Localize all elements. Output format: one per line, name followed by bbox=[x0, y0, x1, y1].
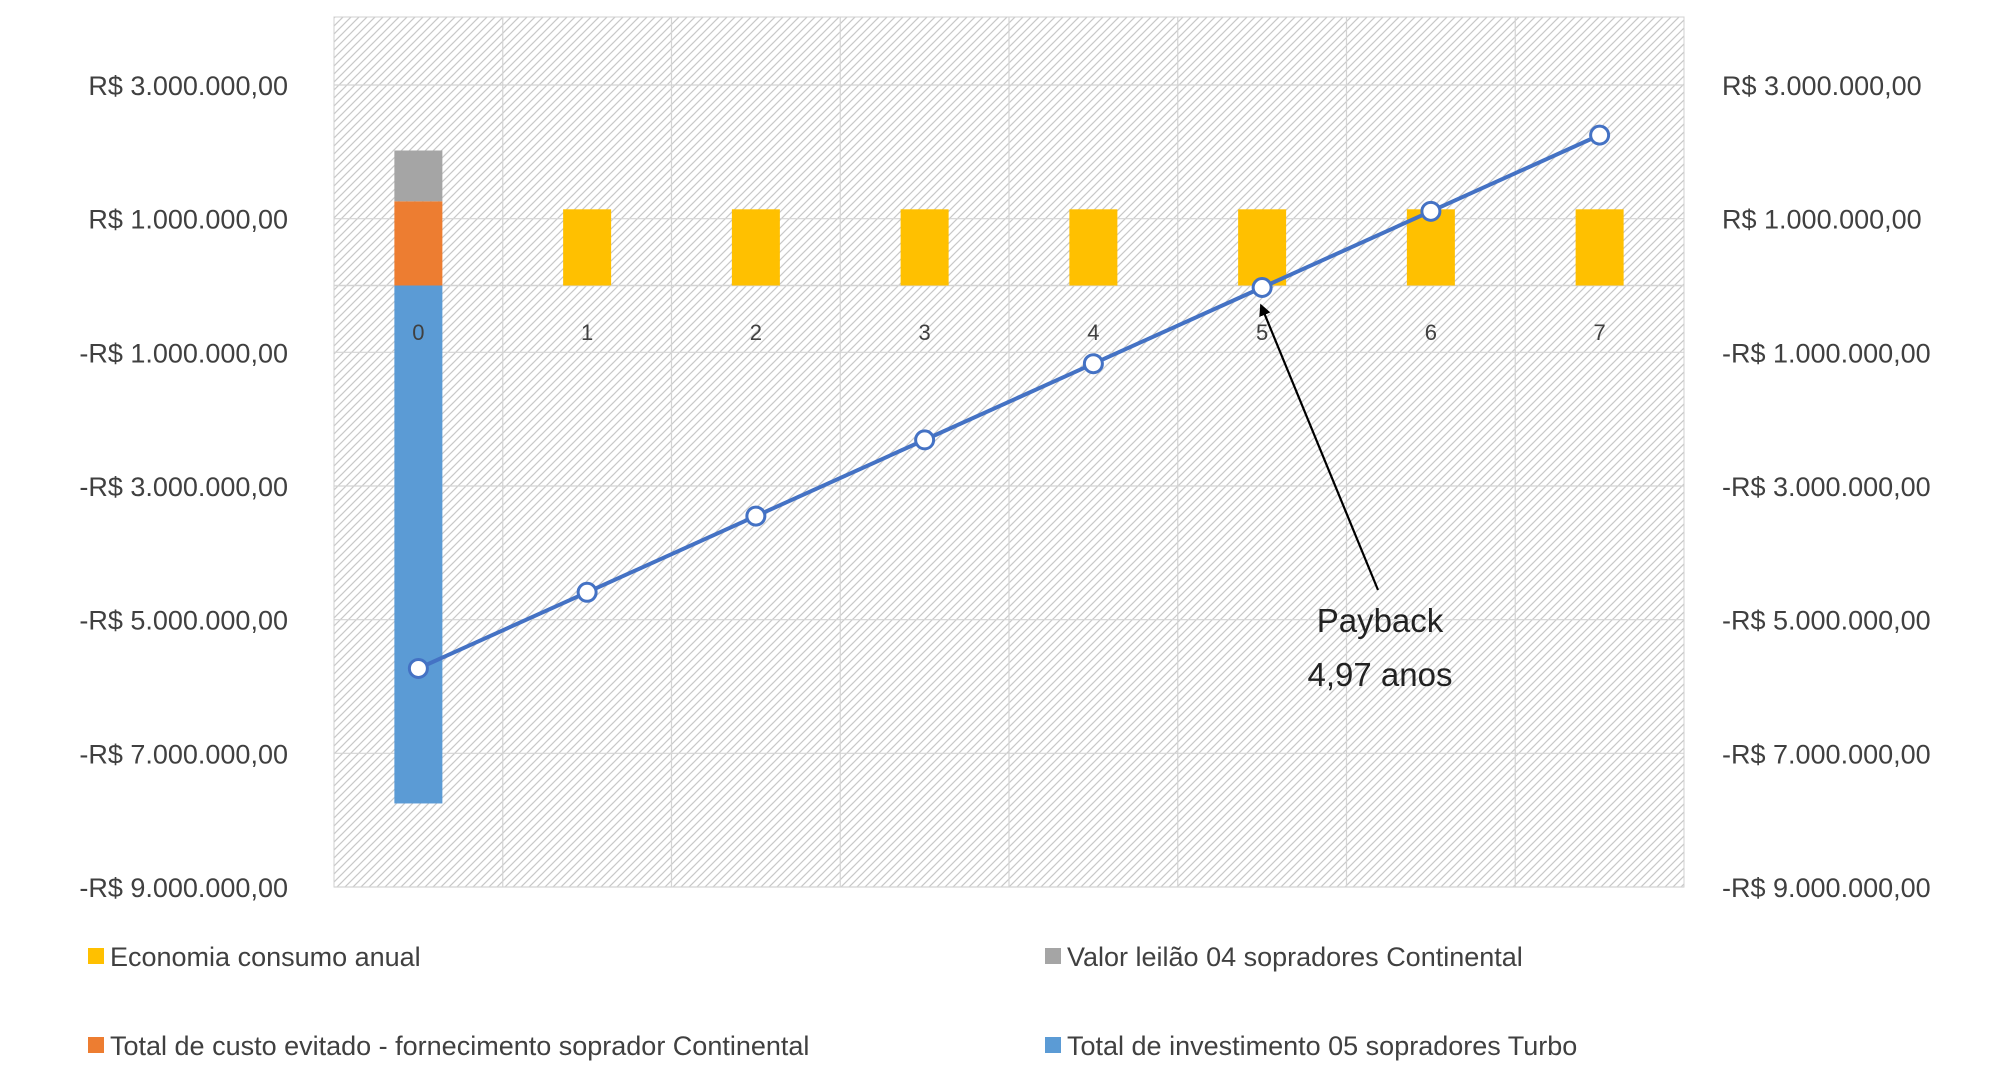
y-tick-label-right: R$ 3.000.000,00 bbox=[1722, 71, 1922, 101]
line-point bbox=[407, 657, 429, 679]
bar-5 bbox=[1238, 209, 1287, 286]
y-axis-left: R$ 3.000.000,00 R$ 1.000.000,00 -R$ 1.000.… bbox=[79, 71, 288, 903]
y-tick-label-left: -R$ 1.000.000,00 bbox=[79, 338, 288, 368]
x-tick-label: 4 bbox=[1087, 320, 1099, 345]
bar-3 bbox=[900, 209, 949, 286]
bar-0 bbox=[394, 285, 443, 804]
legend-swatch bbox=[1045, 1037, 1061, 1053]
x-tick-label: 0 bbox=[412, 320, 424, 345]
legend-label: Total de custo evitado - fornecimento so… bbox=[110, 1031, 809, 1061]
y-tick-label-left: R$ 1.000.000,00 bbox=[88, 205, 288, 235]
legend-swatch bbox=[88, 948, 104, 964]
cumulative-polyline bbox=[417, 133, 1601, 671]
legend-swatch bbox=[88, 1037, 104, 1053]
y-axis-right: R$ 3.000.000,00 R$ 1.000.000,00 -R$ 1.000.… bbox=[1722, 71, 1931, 903]
legend-label: Total de investimento 05 sopradores Turb… bbox=[1067, 1031, 1577, 1061]
annotation-arrow bbox=[1259, 303, 1380, 591]
bars bbox=[394, 150, 1624, 804]
line-point bbox=[576, 581, 598, 603]
y-tick-label-left: -R$ 3.000.000,00 bbox=[79, 472, 288, 502]
x-tick-label: 2 bbox=[750, 320, 762, 345]
y-tick-label-right: R$ 1.000.000,00 bbox=[1722, 205, 1922, 235]
y-tick-label-left: -R$ 7.000.000,00 bbox=[79, 739, 288, 769]
x-tick-label: 1 bbox=[581, 320, 593, 345]
x-tick-label: 5 bbox=[1256, 320, 1268, 345]
annotation-line-2: 4,97 anos bbox=[1308, 656, 1453, 693]
bar-0 bbox=[394, 201, 443, 286]
y-tick-label-left: -R$ 9.000.000,00 bbox=[79, 873, 288, 903]
legend-label: Economia consumo anual bbox=[110, 942, 421, 972]
x-tick-label: 7 bbox=[1594, 320, 1606, 345]
bar-0 bbox=[394, 150, 443, 202]
gridlines bbox=[334, 17, 1684, 888]
bar-1 bbox=[563, 209, 612, 286]
x-tick-label: 6 bbox=[1425, 320, 1437, 345]
y-tick-label-left: R$ 3.000.000,00 bbox=[88, 71, 288, 101]
y-tick-label-right: -R$ 3.000.000,00 bbox=[1722, 472, 1931, 502]
bar-2 bbox=[731, 209, 780, 286]
y-tick-label-right: -R$ 7.000.000,00 bbox=[1722, 739, 1931, 769]
payback-annotation: Payback 4,97 anos bbox=[1259, 303, 1453, 693]
bar-6 bbox=[1406, 209, 1455, 286]
bar-7 bbox=[1575, 209, 1624, 286]
y-tick-label-right: -R$ 5.000.000,00 bbox=[1722, 606, 1931, 636]
y-tick-label-left: -R$ 5.000.000,00 bbox=[79, 606, 288, 636]
line-point bbox=[914, 429, 936, 451]
line-point bbox=[1251, 277, 1273, 299]
y-tick-label-right: -R$ 1.000.000,00 bbox=[1722, 338, 1931, 368]
cumulative-line bbox=[407, 124, 1611, 679]
annotation-line-1: Payback bbox=[1317, 602, 1444, 639]
line-point bbox=[1082, 353, 1104, 375]
x-tick-label: 3 bbox=[919, 320, 931, 345]
legend-swatch bbox=[1045, 948, 1061, 964]
line-point bbox=[1420, 200, 1442, 222]
y-tick-label-right: -R$ 9.000.000,00 bbox=[1722, 873, 1931, 903]
legend-label: Valor leilão 04 sopradores Continental bbox=[1067, 942, 1523, 972]
line-point bbox=[1589, 124, 1611, 146]
x-axis: 0 1 2 3 4 5 6 7 bbox=[412, 320, 1606, 345]
bar-4 bbox=[1069, 209, 1118, 286]
legend: Economia consumo anual Valor leilão 04 so… bbox=[88, 942, 1577, 1061]
line-point bbox=[745, 505, 767, 527]
